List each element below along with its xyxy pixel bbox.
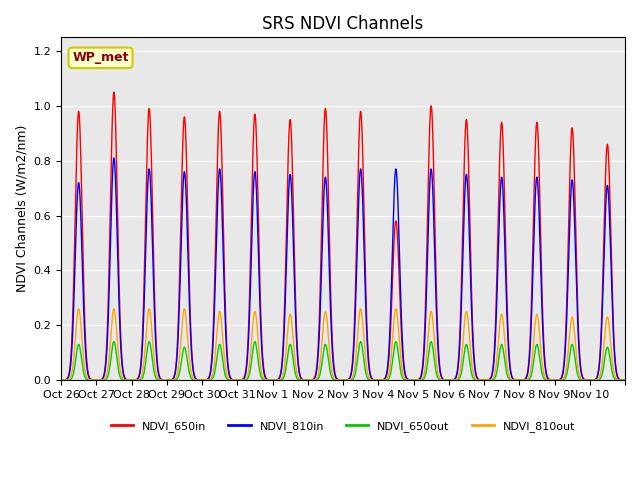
NDVI_650out xyxy=(173,376,180,382)
Title: SRS NDVI Channels: SRS NDVI Channels xyxy=(262,15,424,33)
NDVI_650in xyxy=(110,89,118,95)
NDVI_650out xyxy=(621,377,629,383)
NDVI_810in xyxy=(173,358,180,364)
Line: NDVI_810in: NDVI_810in xyxy=(61,158,625,380)
NDVI_810out xyxy=(465,330,473,336)
NDVI_810out xyxy=(173,373,180,379)
NDVI_810out xyxy=(75,306,83,312)
NDVI_810in xyxy=(535,207,543,213)
NDVI_650out xyxy=(615,377,623,383)
NDVI_810out xyxy=(415,377,423,383)
Line: NDVI_650out: NDVI_650out xyxy=(61,342,625,380)
NDVI_810in xyxy=(415,376,423,382)
Legend: NDVI_650in, NDVI_810in, NDVI_650out, NDVI_810out: NDVI_650in, NDVI_810in, NDVI_650out, NDV… xyxy=(106,416,580,436)
Line: NDVI_810out: NDVI_810out xyxy=(61,309,625,380)
NDVI_650in xyxy=(465,186,473,192)
NDVI_810out xyxy=(535,324,543,330)
NDVI_650out xyxy=(57,377,65,383)
NDVI_650in xyxy=(615,376,623,382)
NDVI_650in xyxy=(535,161,543,167)
NDVI_650in xyxy=(173,353,180,359)
NDVI_650out xyxy=(110,339,118,345)
NDVI_650out xyxy=(465,355,473,361)
NDVI_650out xyxy=(535,350,543,356)
NDVI_650out xyxy=(501,360,509,366)
Text: WP_met: WP_met xyxy=(72,51,129,64)
NDVI_810out xyxy=(57,377,65,383)
NDVI_810out xyxy=(615,377,623,383)
NDVI_810in xyxy=(57,377,65,383)
NDVI_650out xyxy=(415,377,423,383)
NDVI_810in xyxy=(615,376,623,382)
NDVI_650in xyxy=(621,377,629,383)
NDVI_810in xyxy=(621,377,629,383)
NDVI_810in xyxy=(465,226,473,232)
Y-axis label: NDVI Channels (W/m2/nm): NDVI Channels (W/m2/nm) xyxy=(15,125,28,292)
NDVI_650in xyxy=(57,377,65,383)
NDVI_810out xyxy=(621,377,629,383)
NDVI_810in xyxy=(110,155,118,161)
NDVI_810out xyxy=(501,341,509,347)
NDVI_810in xyxy=(501,253,509,259)
NDVI_650in xyxy=(501,219,509,225)
Line: NDVI_650in: NDVI_650in xyxy=(61,92,625,380)
NDVI_650in xyxy=(415,376,423,382)
